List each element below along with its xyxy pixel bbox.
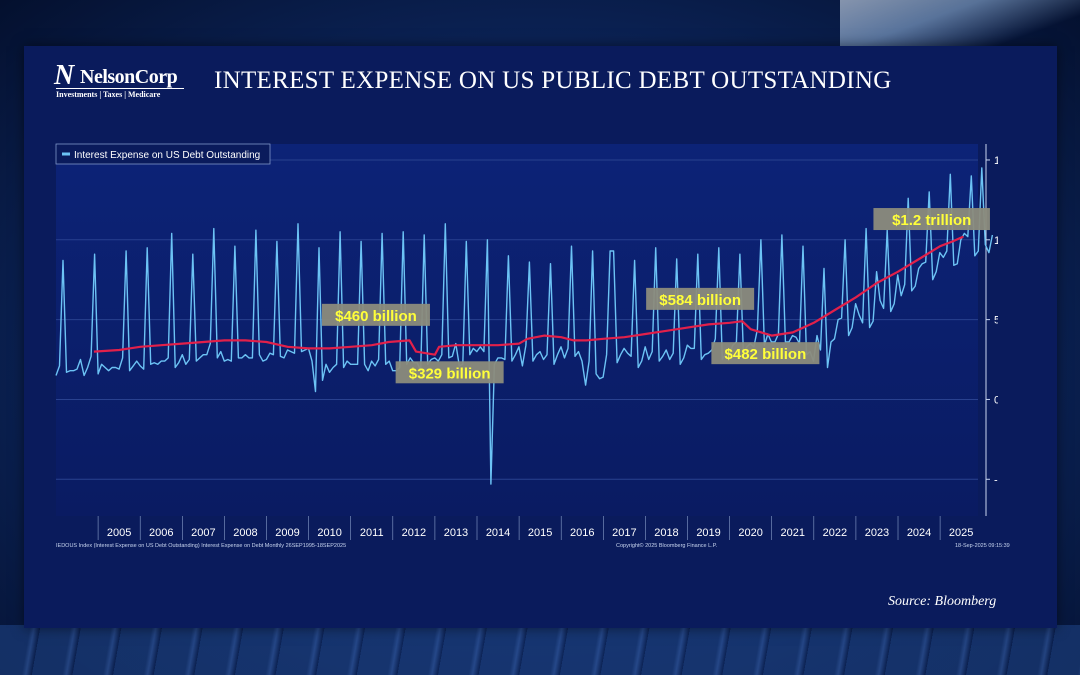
- annotation-box: [711, 342, 820, 365]
- annotation-label: $1.2 trillion: [892, 212, 971, 229]
- logo-tagline: Investments | Taxes | Medicare: [56, 90, 161, 99]
- y-tick-label: 50: [994, 315, 998, 327]
- page-title: INTEREST EXPENSE ON US PUBLIC DEBT OUTST…: [214, 67, 892, 94]
- x-tick-label: 2010: [317, 527, 341, 539]
- y-tick-label: 100: [994, 235, 998, 247]
- x-tick-label: 2017: [612, 527, 636, 539]
- x-tick-label: 2023: [865, 527, 889, 539]
- y-tick-label: -50: [994, 474, 998, 486]
- background-decoration-floor: [0, 625, 1080, 675]
- x-tick-label: 2011: [360, 527, 384, 539]
- timestamp: 18-Sep-2025 09:15:39: [955, 543, 1010, 549]
- y-tick-label: 0: [994, 394, 998, 406]
- annotation-label: $482 billion: [725, 346, 807, 363]
- chart-legend: Interest Expense on US Debt Outstanding: [55, 143, 271, 165]
- line-chart: 150 100 50 0 -50 2005 2006 2007 2008 2009 2010 2011…: [55, 143, 998, 540]
- x-tick-label: 2009: [275, 527, 299, 539]
- annotation-box: [646, 287, 755, 310]
- x-tick-label: 2018: [654, 527, 678, 539]
- company-logo: N NelsonCorp Investments | Taxes | Medic…: [54, 62, 194, 102]
- x-tick-label: 2012: [402, 527, 426, 539]
- x-tick-label: 2008: [233, 527, 257, 539]
- annotation-box: [395, 361, 504, 384]
- x-tick-label: 2021: [781, 527, 805, 539]
- source-note: Source: Bloomberg: [888, 594, 997, 609]
- series-line-monthly: [55, 167, 994, 485]
- legend-box: [55, 143, 271, 165]
- plot-area: [56, 144, 978, 516]
- x-tick-label: 2022: [823, 527, 847, 539]
- annotation: $329 billion: [395, 361, 504, 384]
- annotation: $482 billion: [711, 342, 820, 365]
- x-tick-label: 2013: [444, 527, 468, 539]
- x-tick-label: 2006: [149, 527, 173, 539]
- x-tick-label: 2014: [486, 527, 510, 539]
- annotation: $1.2 trillion: [873, 208, 990, 231]
- annotation-label: $460 billion: [335, 308, 417, 325]
- annotation: $584 billion: [646, 287, 755, 310]
- annotation-box: [321, 303, 430, 326]
- x-tick-label: 2024: [907, 527, 931, 539]
- x-tick-label: 2016: [570, 527, 594, 539]
- series-line-rolling: [93, 235, 964, 356]
- legend-label: Interest Expense on US Debt Outstanding: [74, 150, 260, 161]
- x-tick-label: 2005: [107, 527, 131, 539]
- x-tick-label: 2015: [528, 527, 552, 539]
- annotation-box: [873, 208, 990, 231]
- copyright-note: Copyright© 2025 Bloomberg Finance L.P.: [616, 543, 718, 549]
- index-footnote: IEDOUS Index (Interest Expense on US Deb…: [56, 543, 347, 549]
- x-tick-label: 2025: [949, 527, 973, 539]
- logo-divider: [56, 88, 184, 89]
- annotation-label: $329 billion: [409, 365, 491, 382]
- logo-mark: N: [54, 60, 75, 91]
- logo-name: NelsonCorp: [80, 66, 178, 88]
- annotation-label: $584 billion: [659, 292, 741, 309]
- x-tick-label: 2007: [191, 527, 215, 539]
- x-tick-label: 2019: [696, 527, 720, 539]
- y-tick-label: 150: [994, 155, 998, 167]
- annotation: $460 billion: [321, 303, 430, 326]
- x-tick-label: 2020: [738, 527, 762, 539]
